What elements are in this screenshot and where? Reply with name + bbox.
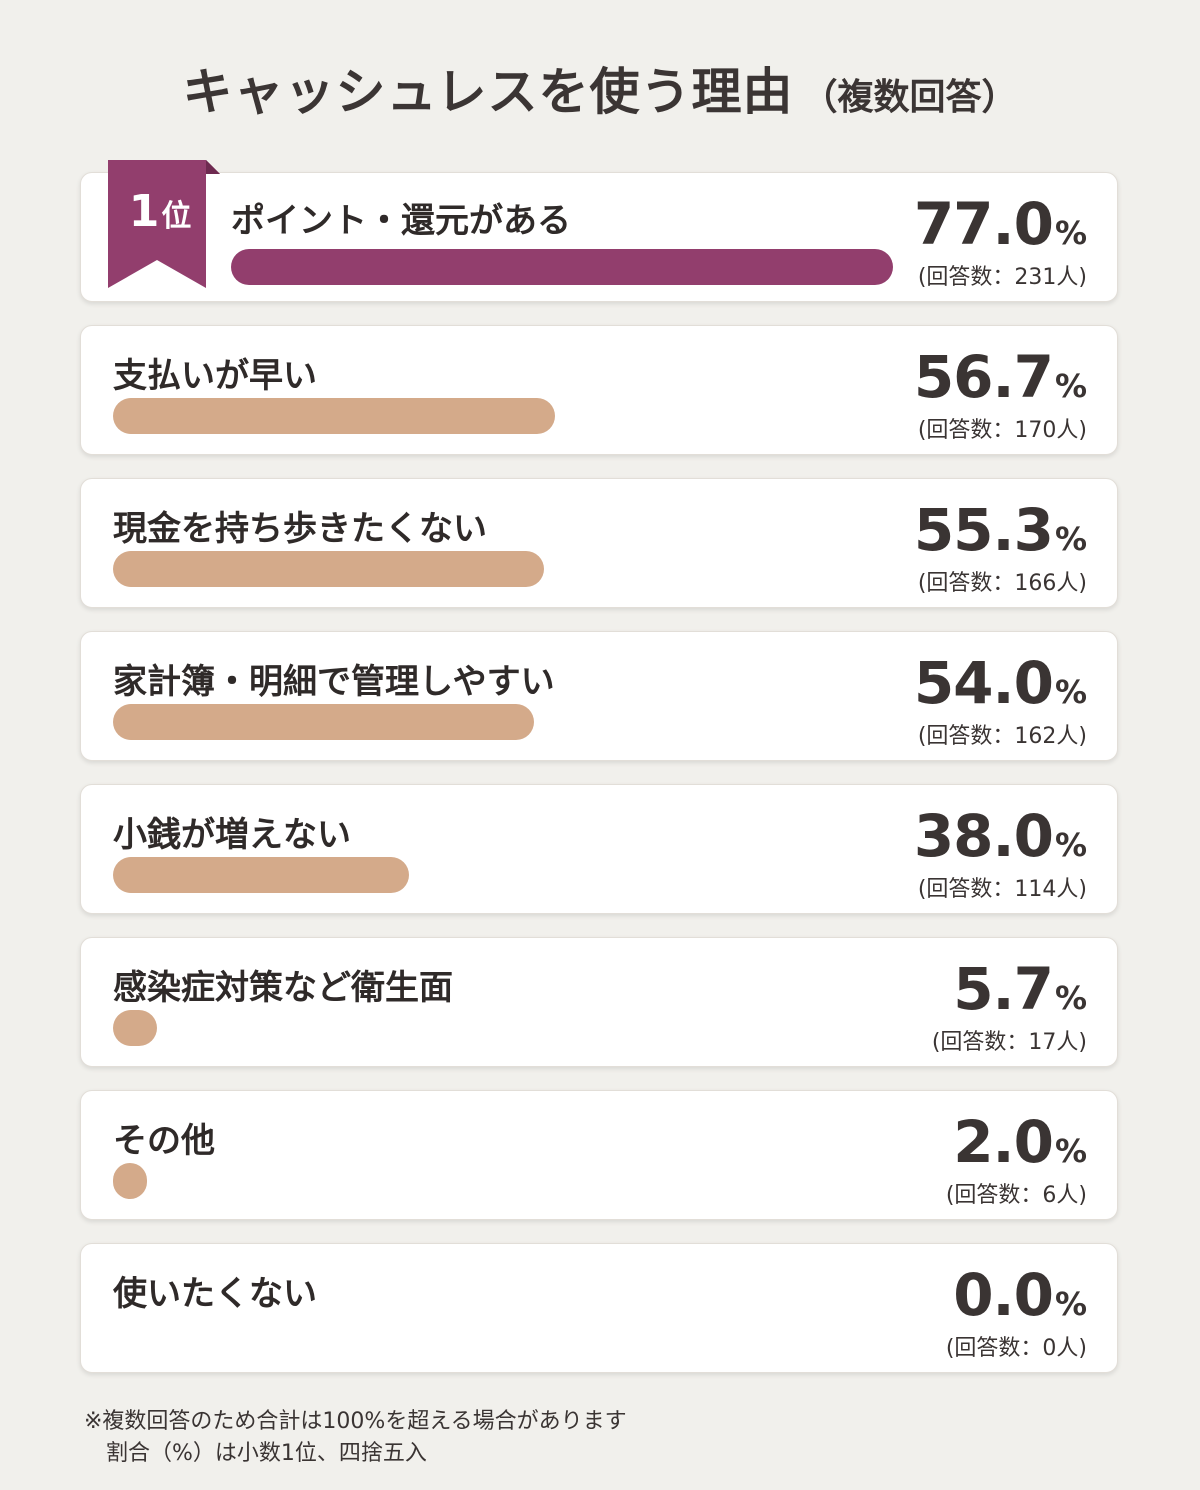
chart-row: 支払いが早い 56.7% (回答数：170人) — [80, 325, 1118, 455]
chart-row: 現金を持ち歩きたくない 55.3% (回答数：166人) — [80, 478, 1118, 608]
bar — [113, 398, 556, 434]
count-label: (回答数：170人) — [917, 418, 1087, 443]
bar-track — [113, 857, 893, 893]
count-label: (回答数：17人) — [931, 1030, 1087, 1055]
chart-row: 感染症対策など衛生面 5.7% (回答数：17人) — [80, 937, 1118, 1067]
bar — [113, 1163, 147, 1199]
percent-unit: % — [1054, 673, 1087, 711]
count-label: (回答数：231人) — [917, 265, 1087, 290]
category-label: 現金を持ち歩きたくない — [113, 509, 487, 549]
percent-unit: % — [1054, 979, 1087, 1017]
percent-unit: % — [1054, 214, 1087, 252]
chart-subtitle: （複数回答） — [801, 77, 1018, 118]
bar — [231, 249, 893, 285]
percent-unit: % — [1054, 826, 1087, 864]
footnote-line-1: ※複数回答のため合計は100%を超える場合があります — [84, 1409, 627, 1434]
bar-track — [113, 398, 893, 434]
category-label: 小銭が増えない — [113, 815, 351, 855]
percent-label: 56.7% — [914, 348, 1087, 406]
category-label: その他 — [113, 1121, 215, 1161]
count-label: (回答数：0人) — [945, 1336, 1087, 1361]
chart-row: 家計簿・明細で管理しやすい 54.0% (回答数：162人) — [80, 631, 1118, 761]
percent-label: 0.0% — [953, 1266, 1087, 1324]
percent-value: 77.0 — [913, 190, 1054, 258]
rank-suffix: 位 — [161, 199, 192, 234]
percent-label: 2.0% — [953, 1113, 1087, 1171]
count-label: (回答数：114人) — [917, 877, 1087, 902]
chart-row: ポイント・還元がある 77.0% (回答数：231人) — [80, 172, 1118, 302]
percent-unit: % — [1054, 1285, 1087, 1323]
percent-label: 77.0% — [914, 195, 1087, 253]
percent-unit: % — [1054, 367, 1087, 405]
rank-badge-label: 1位 — [108, 186, 212, 237]
bar-track — [231, 249, 893, 285]
category-label: ポイント・還元がある — [231, 201, 571, 241]
percent-value: 55.3 — [913, 496, 1054, 564]
percent-unit: % — [1054, 520, 1087, 558]
percent-value: 38.0 — [913, 802, 1054, 870]
footnote: ※複数回答のため合計は100%を超える場合があります 割合（%）は小数1位、四捨… — [84, 1406, 627, 1470]
percent-label: 38.0% — [914, 807, 1087, 865]
category-label: 家計簿・明細で管理しやすい — [113, 662, 555, 702]
bar — [113, 857, 410, 893]
category-label: 感染症対策など衛生面 — [113, 968, 453, 1008]
count-label: (回答数：6人) — [945, 1183, 1087, 1208]
percent-label: 5.7% — [953, 960, 1087, 1018]
bar-track — [113, 704, 893, 740]
bar-track — [113, 1010, 893, 1046]
bar-track — [113, 1316, 893, 1352]
percent-label: 55.3% — [914, 501, 1087, 559]
category-label: 使いたくない — [113, 1274, 317, 1314]
percent-value: 54.0 — [913, 649, 1054, 717]
category-label: 支払いが早い — [113, 356, 317, 396]
bar-track — [113, 1163, 893, 1199]
bar-track — [113, 551, 893, 587]
percent-value: 56.7 — [913, 343, 1054, 411]
rank-number: 1 — [128, 186, 160, 237]
footnote-line-2: 割合（%）は小数1位、四捨五入 — [106, 1441, 427, 1466]
bar — [113, 1010, 158, 1046]
percent-value: 2.0 — [953, 1108, 1054, 1176]
chart-row: 使いたくない 0.0% (回答数：0人) — [80, 1243, 1118, 1373]
rank-badge-icon — [108, 160, 220, 288]
percent-value: 0.0 — [953, 1261, 1054, 1329]
page-title: キャッシュレスを使う理由 （複数回答） — [0, 52, 1200, 124]
bar — [113, 551, 545, 587]
bar — [113, 704, 535, 740]
chart-title: キャッシュレスを使う理由 — [182, 63, 794, 121]
chart-row: 小銭が増えない 38.0% (回答数：114人) — [80, 784, 1118, 914]
chart-row: その他 2.0% (回答数：6人) — [80, 1090, 1118, 1220]
count-label: (回答数：162人) — [917, 724, 1087, 749]
percent-unit: % — [1054, 1132, 1087, 1170]
count-label: (回答数：166人) — [917, 571, 1087, 596]
percent-value: 5.7 — [953, 955, 1054, 1023]
percent-label: 54.0% — [914, 654, 1087, 712]
